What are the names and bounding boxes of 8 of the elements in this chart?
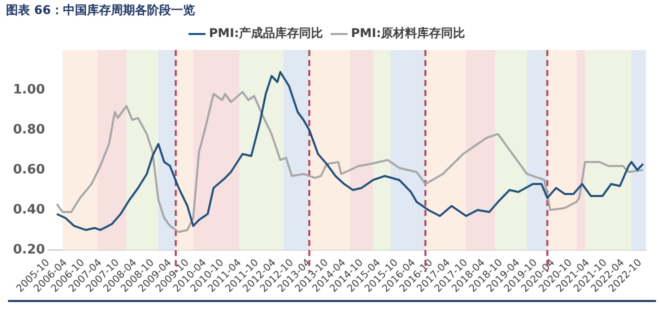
legend-label: PMI:原材料库存同比 bbox=[351, 26, 465, 40]
y-tick-label: 0.40 bbox=[12, 202, 46, 218]
y-tick-label: 1.00 bbox=[12, 82, 46, 98]
chart-title: 图表 66：中国库存周期各阶段一览 bbox=[6, 2, 195, 19]
y-tick-label: 0.60 bbox=[12, 162, 46, 178]
y-tick-label: 0.20 bbox=[12, 242, 46, 258]
legend-label: PMI:产成品库存同比 bbox=[209, 26, 323, 40]
y-tick-label: 0.80 bbox=[12, 122, 46, 138]
